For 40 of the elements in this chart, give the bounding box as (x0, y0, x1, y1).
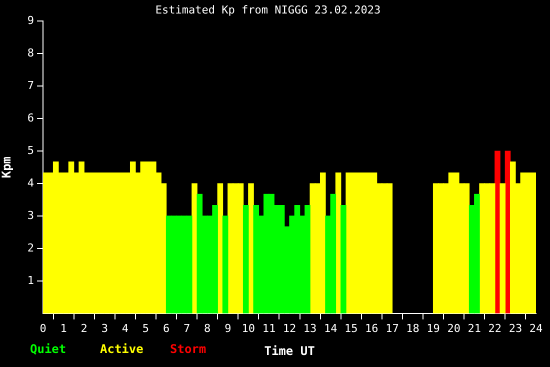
x-tick-label: 19 (426, 322, 440, 335)
x-tick-label: 8 (204, 322, 211, 335)
x-tick-label: 16 (365, 322, 378, 335)
y-tick-label: 5 (27, 144, 34, 157)
x-tick-label: 0 (40, 322, 46, 335)
x-tick-label: 1 (60, 322, 67, 335)
x-tick-label: 23 (508, 322, 522, 335)
text: Quiet (30, 342, 66, 356)
y-tick-label: 1 (27, 274, 34, 287)
x-tick-label: 7 (183, 322, 190, 335)
x-tick-label: 13 (303, 322, 317, 335)
x-tick-label: 12 (282, 322, 296, 335)
x-tick-label: 5 (142, 322, 150, 335)
x-tick-label: 22 (488, 322, 502, 335)
text: Active (100, 342, 144, 356)
x-tick-label: 15 (344, 322, 358, 335)
x-tick-label: 20 (447, 322, 460, 335)
text: Storm (170, 342, 206, 356)
x-tick-label: 14 (324, 322, 338, 335)
y-tick-label: 7 (27, 78, 34, 92)
x-tick-label: 6 (162, 322, 170, 335)
x-tick-label: 4 (122, 322, 129, 335)
y-tick-label: 9 (27, 14, 34, 28)
y-axis-title: Kpm (0, 156, 14, 178)
x-tick-label: 9 (224, 322, 232, 335)
x-tick-label: 3 (101, 322, 108, 335)
x-axis-title: Time UT (264, 344, 315, 358)
x-tick-label: 21 (468, 322, 482, 335)
x-tick-label: 10 (242, 322, 256, 335)
y-tick-label: 3 (27, 208, 34, 222)
chart-title: Estimated Kp from NIGGG 23.02.2023 (155, 3, 381, 16)
x-tick-label: 24 (529, 322, 543, 335)
y-tick-label: 2 (27, 241, 34, 254)
x-tick-label: 11 (262, 322, 276, 335)
x-tick-label: 18 (406, 322, 420, 335)
x-tick-label: 17 (386, 322, 399, 335)
y-tick-label: 6 (27, 111, 34, 124)
y-tick-label: 8 (27, 46, 34, 60)
x-tick-label: 2 (80, 322, 88, 335)
y-tick-label: 4 (27, 176, 34, 190)
